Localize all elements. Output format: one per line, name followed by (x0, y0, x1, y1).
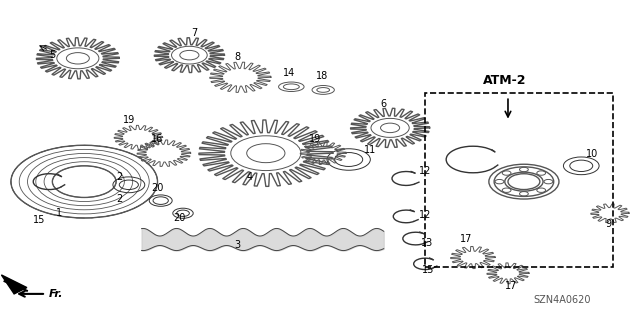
Text: 12: 12 (419, 166, 431, 176)
Text: 18: 18 (316, 71, 328, 81)
Text: 4: 4 (247, 172, 253, 182)
Text: 5: 5 (49, 50, 56, 60)
Text: 16: 16 (152, 134, 164, 144)
Text: 2: 2 (116, 194, 122, 204)
Text: 17: 17 (460, 234, 473, 244)
Text: 20: 20 (151, 183, 164, 193)
Text: 10: 10 (586, 149, 598, 159)
Text: 6: 6 (381, 99, 387, 109)
Text: 1: 1 (56, 208, 62, 219)
Text: 3: 3 (234, 240, 240, 250)
Text: 20: 20 (173, 213, 186, 223)
Text: Fr.: Fr. (49, 289, 64, 299)
Text: 8: 8 (234, 52, 240, 62)
Text: 19: 19 (123, 115, 135, 125)
Text: 15: 15 (422, 265, 435, 275)
Text: 12: 12 (419, 210, 431, 220)
Text: 15: 15 (33, 215, 46, 225)
Text: ATM-2: ATM-2 (483, 74, 527, 87)
Text: SZN4A0620: SZN4A0620 (533, 295, 591, 305)
Text: 2: 2 (116, 172, 122, 182)
Text: 19: 19 (309, 134, 322, 144)
Text: 13: 13 (420, 239, 433, 249)
Polygon shape (1, 275, 27, 294)
Text: 11: 11 (364, 145, 376, 155)
Text: 7: 7 (191, 28, 197, 38)
Text: 9: 9 (605, 219, 611, 229)
Text: 14: 14 (284, 68, 296, 78)
Text: 17: 17 (505, 281, 517, 291)
